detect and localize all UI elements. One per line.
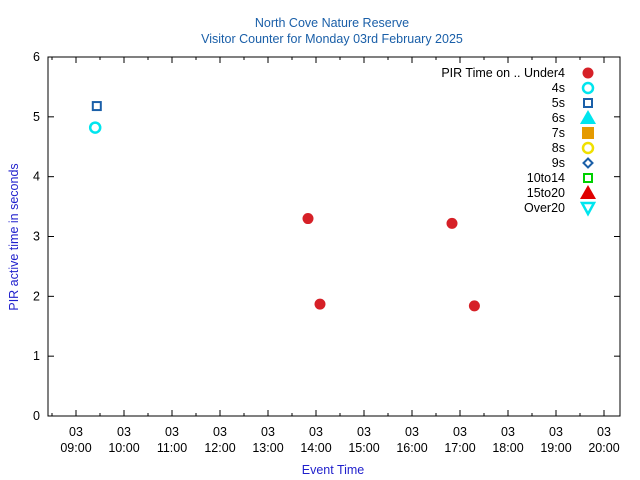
data-point xyxy=(314,298,326,310)
x-tick-time: 20:00 xyxy=(588,441,619,455)
x-axis: 03 09:00 03 10:00 03 11:00 03 12:00 03 13:00 03 14:… xyxy=(51,57,620,455)
x-tick-time: 18:00 xyxy=(492,441,523,455)
x-tick-day: 03 xyxy=(405,425,419,439)
x-tick-day: 03 xyxy=(357,425,371,439)
chart-subtitle: Visitor Counter for Monday 03rd February… xyxy=(201,32,463,46)
x-tick-day: 03 xyxy=(453,425,467,439)
x-tick-time: 14:00 xyxy=(300,441,331,455)
legend-marker xyxy=(580,185,596,199)
x-tick-day: 03 xyxy=(165,425,179,439)
legend-marker xyxy=(580,110,596,124)
legend-label: 5s xyxy=(552,96,565,110)
x-tick-day: 03 xyxy=(501,425,515,439)
chart-title: North Cove Nature Reserve xyxy=(255,16,409,30)
data-point xyxy=(91,101,102,112)
x-tick-day: 03 xyxy=(597,425,611,439)
x-tick-time: 19:00 xyxy=(540,441,571,455)
y-tick-label: 6 xyxy=(33,50,40,64)
y-tick-label: 3 xyxy=(33,230,40,244)
y-tick-label: 2 xyxy=(33,289,40,303)
y-tick-label: 1 xyxy=(33,349,40,363)
legend-marker xyxy=(581,141,595,155)
legend-marker xyxy=(582,127,594,139)
x-tick-day: 03 xyxy=(213,425,227,439)
legend-label: 15to20 xyxy=(527,186,565,200)
legend-marker xyxy=(579,201,597,217)
y-axis: 0 1 2 3 4 5 6 xyxy=(33,50,620,423)
data-point xyxy=(302,213,314,225)
x-tick-time: 09:00 xyxy=(60,441,91,455)
legend-label: 6s xyxy=(552,111,565,125)
y-tick-label: 0 xyxy=(33,409,40,423)
x-tick-day: 03 xyxy=(69,425,83,439)
legend-label: 8s xyxy=(552,141,565,155)
legend: PIR Time on .. Under44s5s6s7s8s9s10to141… xyxy=(441,66,597,217)
plot-frame xyxy=(47,56,621,417)
x-tick-time: 15:00 xyxy=(348,441,379,455)
y-tick-label: 5 xyxy=(33,110,40,124)
legend-label: 9s xyxy=(552,156,565,170)
data-point xyxy=(468,300,480,312)
x-tick-time: 17:00 xyxy=(444,441,475,455)
x-tick-day: 03 xyxy=(117,425,131,439)
x-tick-day: 03 xyxy=(309,425,323,439)
x-tick-day: 03 xyxy=(549,425,563,439)
data-points xyxy=(88,101,480,312)
x-tick-time: 10:00 xyxy=(108,441,139,455)
legend-label: Over20 xyxy=(524,201,565,215)
x-tick-time: 12:00 xyxy=(204,441,235,455)
y-tick-label: 4 xyxy=(33,170,40,184)
legend-marker xyxy=(583,98,593,108)
x-tick-time: 16:00 xyxy=(396,441,427,455)
legend-marker xyxy=(582,157,594,169)
x-tick-time: 11:00 xyxy=(157,441,187,455)
legend-label: 4s xyxy=(552,81,565,95)
legend-marker xyxy=(582,67,594,79)
x-tick-day: 03 xyxy=(261,425,275,439)
legend-label: 10to14 xyxy=(527,171,565,185)
legend-label: PIR Time on .. Under4 xyxy=(441,66,565,80)
x-tick-time: 13:00 xyxy=(252,441,283,455)
data-point xyxy=(446,217,458,229)
legend-label: 7s xyxy=(552,126,565,140)
x-axis-label: Event Time xyxy=(302,463,365,477)
legend-marker xyxy=(583,173,593,183)
data-point xyxy=(88,121,102,134)
legend-marker xyxy=(581,81,595,95)
y-axis-label: PIR active time in seconds xyxy=(7,163,21,310)
